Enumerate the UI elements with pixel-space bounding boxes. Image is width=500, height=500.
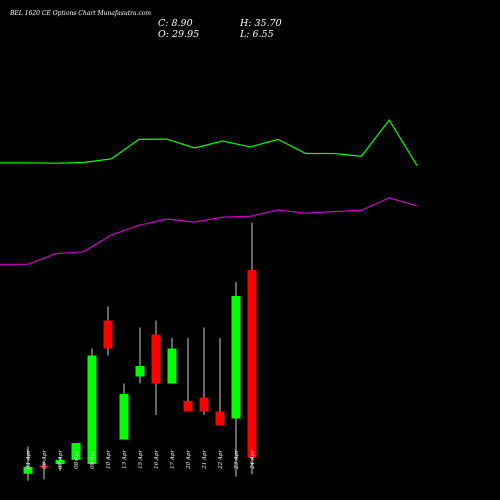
date-tick-label: 16 Apr <box>154 450 160 469</box>
candle-body <box>55 459 65 464</box>
candle-body <box>39 465 49 468</box>
candle-body <box>199 397 209 412</box>
date-tick-label: 23 Apr <box>234 450 240 470</box>
date-ticks: 01 Apr 06 Apr 07 Apr 08 Apr 09 Apr 10 Apr 13 A… <box>26 450 256 470</box>
date-tick-label: 17 Apr <box>170 450 176 469</box>
date-tick-label: 06 Apr <box>42 450 48 469</box>
candle-body <box>135 366 145 377</box>
high-value: H: 35.70 <box>239 18 282 29</box>
indicator-line-lower <box>0 197 418 265</box>
indicator-line-upper <box>0 118 418 166</box>
date-tick-label: 22 Apr <box>218 450 224 470</box>
candle-body <box>23 466 33 474</box>
candle-body <box>71 443 81 460</box>
open-value: O: 29.95 <box>158 29 199 40</box>
candle-body <box>87 355 97 464</box>
candle-body <box>215 411 225 426</box>
candles-group <box>23 222 257 481</box>
low-value: L: 6.55 <box>239 29 274 40</box>
candle-body <box>167 348 177 384</box>
date-tick-label: 24 Apr <box>250 450 256 470</box>
date-tick-label: 21 Apr <box>202 450 208 470</box>
date-tick-label: 13 Apr <box>122 450 128 469</box>
close-value: C: 8.90 <box>158 18 193 29</box>
chart-title: BEL 1620 CE Options Chart Munafasutra.co… <box>9 10 151 17</box>
candle-body <box>103 320 113 349</box>
date-tick-label: 07 Apr <box>58 450 64 469</box>
candle-body <box>231 296 241 419</box>
date-tick-label: 09 Apr <box>90 450 96 469</box>
date-tick-label: 10 Apr <box>106 450 112 469</box>
date-tick-label: 15 Apr <box>138 450 144 469</box>
candle-body <box>151 334 161 384</box>
candle-body <box>247 270 257 458</box>
date-tick-label: 01 Apr <box>26 450 32 469</box>
candle-body <box>183 401 193 412</box>
date-tick-label: 20 Apr <box>186 450 192 470</box>
indicator-lines <box>0 118 418 265</box>
candle-body <box>119 394 129 440</box>
date-tick-label: 08 Apr <box>74 450 80 469</box>
